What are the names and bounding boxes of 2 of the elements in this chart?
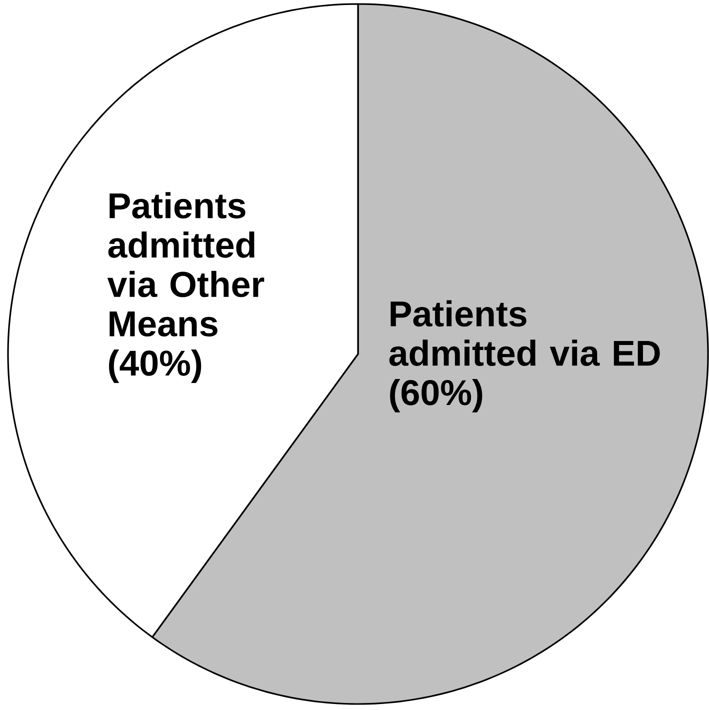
slice-label: Patients admitted via Other Means (40%) bbox=[107, 192, 264, 383]
slice-label: Patients admitted via ED (60%) bbox=[389, 300, 660, 412]
